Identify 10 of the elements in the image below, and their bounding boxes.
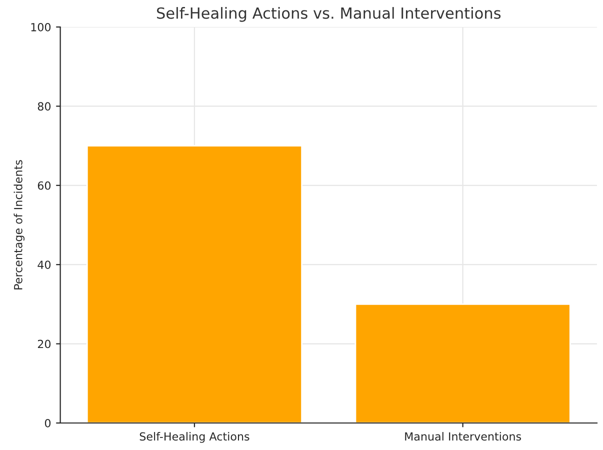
x-tick-label: Self-Healing Actions [140, 432, 250, 443]
y-tick-label: 20 [38, 340, 51, 348]
chart-title: Self-Healing Actions vs. Manual Interventions [156, 7, 501, 22]
x-tick-label: Manual Interventions [405, 432, 522, 441]
y-tick-label: 40 [38, 260, 51, 269]
y-tick-label: 100 [31, 22, 51, 32]
y-axis-title: Percentage of Incidents [14, 160, 25, 290]
y-tick-label: 60 [38, 181, 51, 190]
y-tick-label: 0 [44, 418, 51, 428]
y-tick-label: 80 [38, 102, 51, 111]
